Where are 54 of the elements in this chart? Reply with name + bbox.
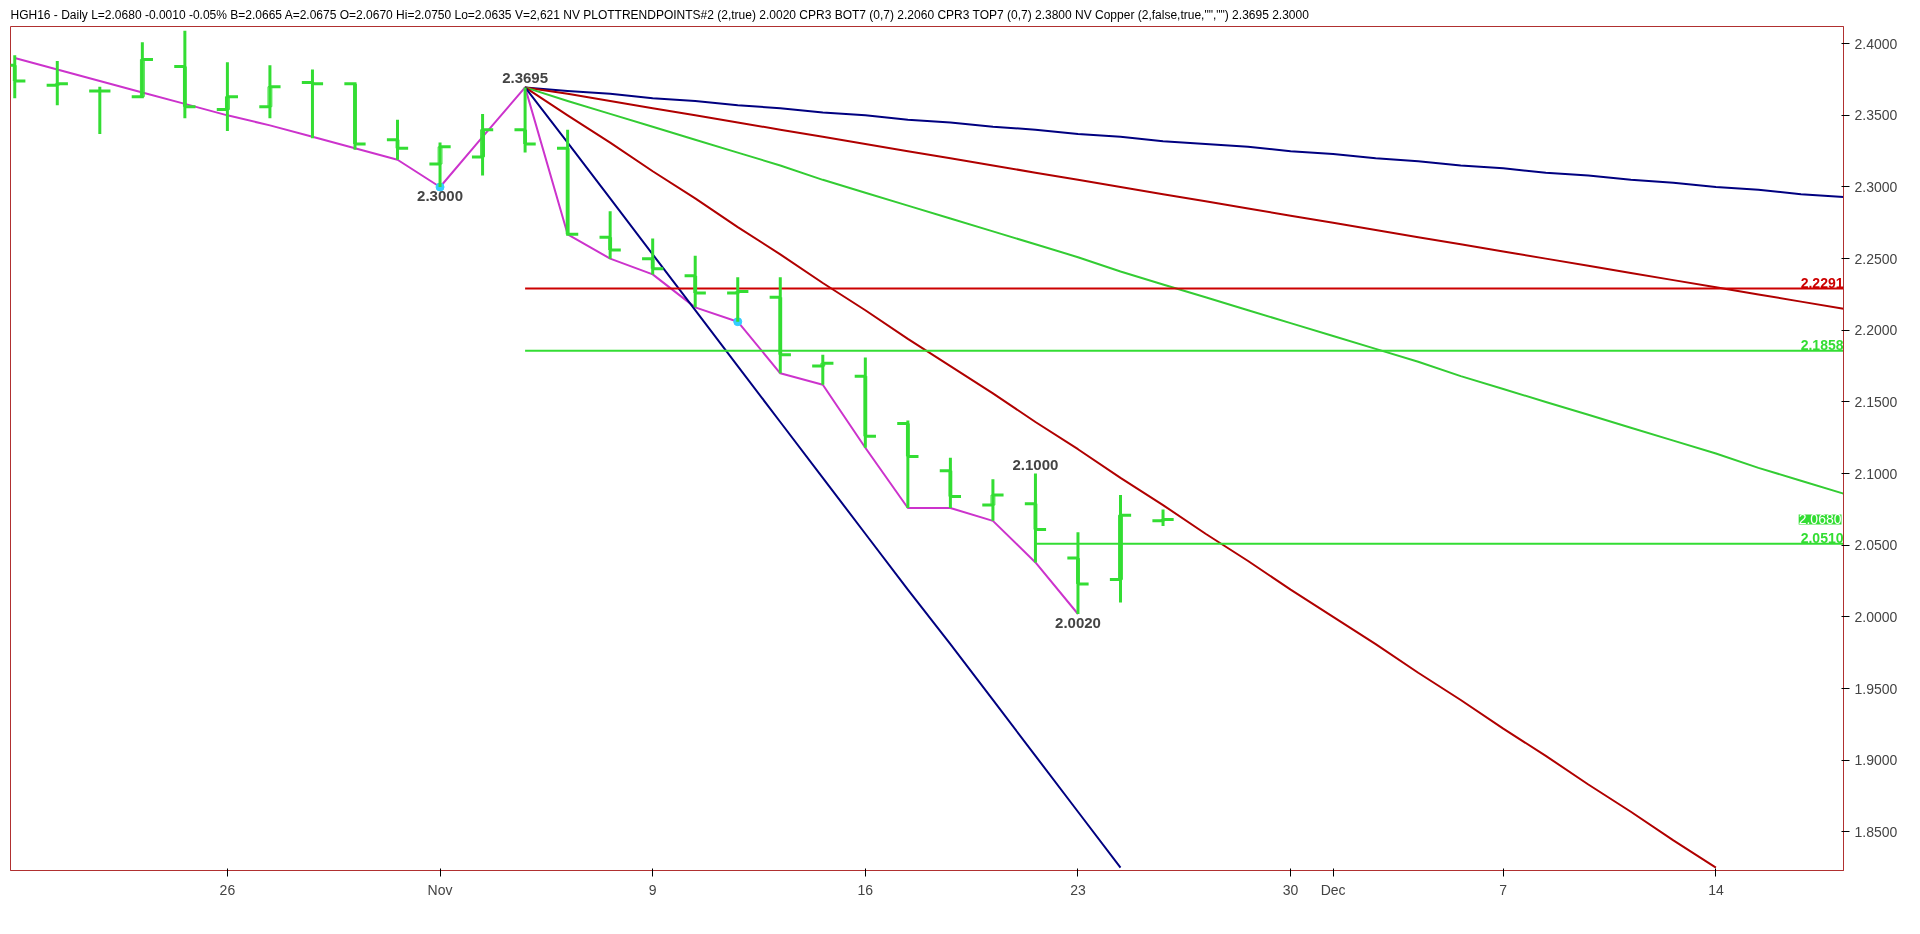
x-tick-label: 7 xyxy=(1499,881,1508,898)
candlestick xyxy=(215,60,240,133)
series-label: 2.2291 xyxy=(1800,274,1844,291)
candlestick xyxy=(980,477,1006,523)
candlestick xyxy=(45,59,70,107)
x-tick-label: 26 xyxy=(219,881,236,898)
y-tick-label: 2.3000 xyxy=(1854,178,1898,195)
y-tick-label: 2.1500 xyxy=(1854,393,1898,410)
candlestick xyxy=(683,254,708,309)
candlestick xyxy=(810,353,835,387)
y-tick-label: 2.0000 xyxy=(1854,608,1898,625)
y-tick-label: 2.1000 xyxy=(1854,465,1898,482)
candlestick xyxy=(172,29,197,120)
x-tick-label: 9 xyxy=(648,881,657,898)
annotation: 2.0020 xyxy=(1055,614,1101,631)
annotation: 2.3000 xyxy=(417,186,463,204)
candlestick xyxy=(938,456,963,510)
x-tick-label: 23 xyxy=(1070,881,1086,898)
legend-label: 2.0510 xyxy=(1800,529,1844,546)
x-tick-label: Nov xyxy=(427,881,453,898)
y-tick-label: 2.3500 xyxy=(1854,107,1898,124)
x-tick-label: 16 xyxy=(857,881,874,898)
candlestick xyxy=(555,128,580,236)
annotation: 2.3695 xyxy=(502,69,549,87)
candlestick xyxy=(640,237,665,276)
y-tick-label: 2.0500 xyxy=(1854,537,1898,554)
candlestick xyxy=(385,118,410,162)
y-tick-label: 2.2500 xyxy=(1854,250,1898,267)
annotation: 2.0680 xyxy=(1798,511,1842,528)
x-tick-label: 14 xyxy=(1708,881,1724,898)
x-tick-label: 30 xyxy=(1282,881,1299,898)
candlestick xyxy=(598,209,623,261)
candlestick xyxy=(427,141,453,189)
candlestick xyxy=(1150,507,1176,528)
candlestick xyxy=(130,40,155,99)
candlestick xyxy=(512,85,538,155)
line-series xyxy=(13,57,1079,615)
candlestick xyxy=(300,67,325,140)
y-tick-label: 2.4000 xyxy=(1854,35,1898,52)
y-tick-label: 2.2000 xyxy=(1854,322,1898,339)
y-tick-label: 1.9000 xyxy=(1854,752,1898,769)
candlestick xyxy=(853,356,878,450)
candlestick xyxy=(257,63,283,120)
x-tick-label: Dec xyxy=(1320,881,1346,898)
annotation: 2.1000 xyxy=(1012,455,1059,473)
candlestick xyxy=(342,82,368,152)
y-tick-label: 1.8500 xyxy=(1854,823,1898,840)
candlestick xyxy=(725,275,750,324)
series-label: 2.1858 xyxy=(1800,336,1844,353)
candlestick xyxy=(87,85,112,136)
chart-title: HGH16 - Daily L=2.0680 -0.0010 -0.05% B=2.0665 A=2.0675 O=2.0670 Hi=2.0750 Lo=2.0635 V=2,621 NV PLOTTRENDPOINTS#2 (2,true) 2.0020 CPR3 BOT7 (0,7) 2.2060 CPR3 TOP7 (0,7) 2.3800 NV Copper (2,false,true,"","") 2.3695 2.3000 xyxy=(10,7,1310,22)
candlestick xyxy=(895,419,920,510)
y-tick-label: 1.9500 xyxy=(1854,680,1898,697)
candlestick xyxy=(470,112,495,178)
